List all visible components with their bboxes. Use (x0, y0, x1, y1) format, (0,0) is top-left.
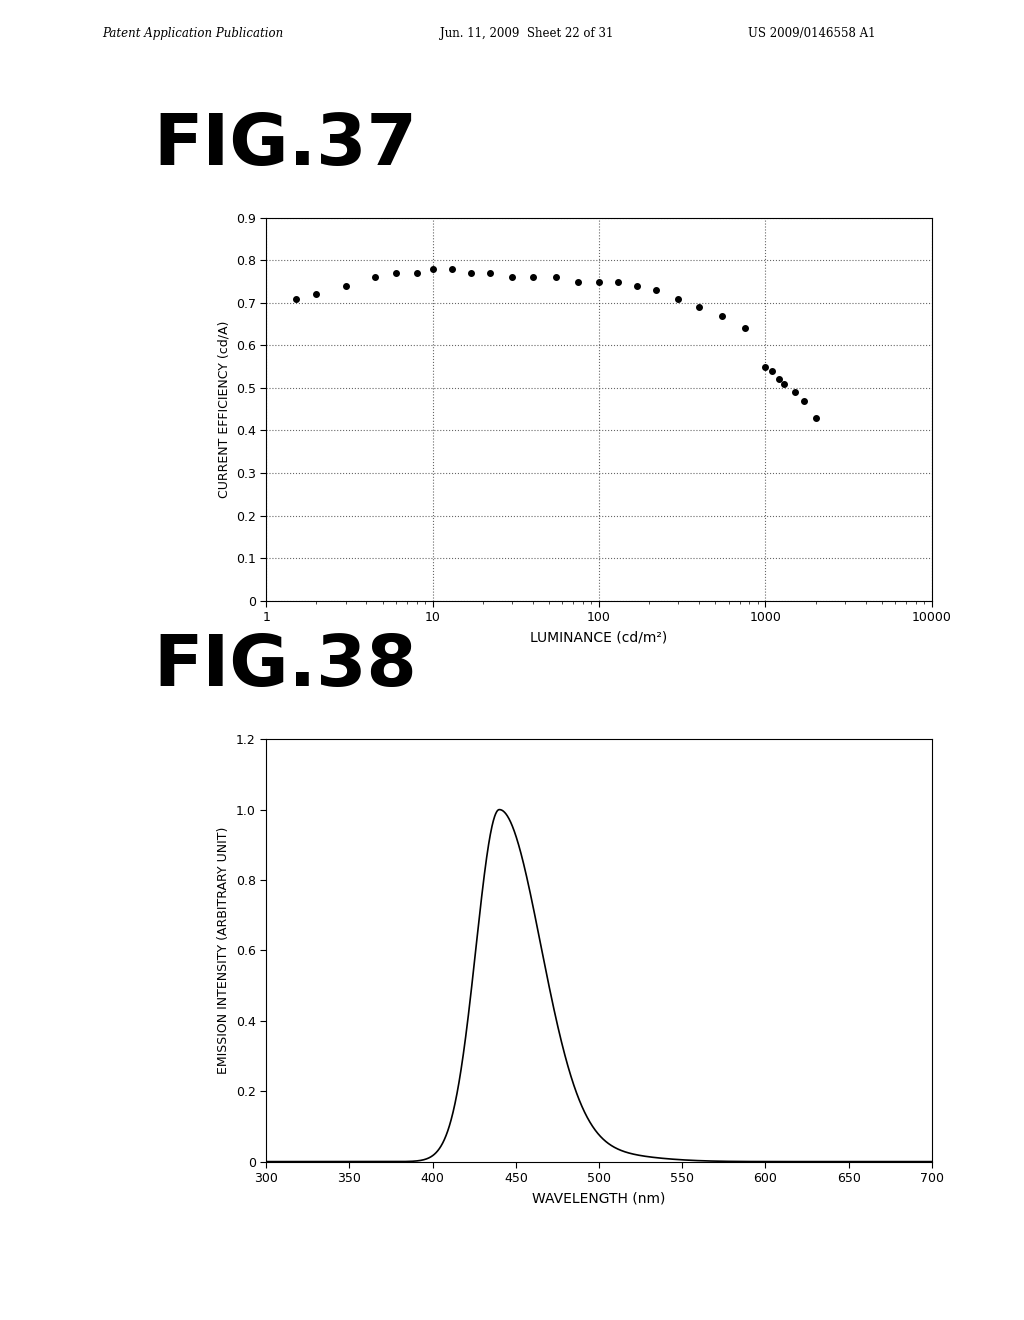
Text: FIG.37: FIG.37 (154, 111, 418, 180)
Y-axis label: CURRENT EFFICIENCY (cd/A): CURRENT EFFICIENCY (cd/A) (217, 321, 230, 498)
X-axis label: LUMINANCE (cd/m²): LUMINANCE (cd/m²) (530, 631, 668, 645)
Text: Jun. 11, 2009  Sheet 22 of 31: Jun. 11, 2009 Sheet 22 of 31 (440, 26, 613, 40)
Text: US 2009/0146558 A1: US 2009/0146558 A1 (748, 26, 876, 40)
Text: FIG.38: FIG.38 (154, 632, 418, 701)
X-axis label: WAVELENGTH (nm): WAVELENGTH (nm) (532, 1192, 666, 1206)
Y-axis label: EMISSION INTENSITY (ARBITRARY UNIT): EMISSION INTENSITY (ARBITRARY UNIT) (217, 826, 230, 1074)
Text: Patent Application Publication: Patent Application Publication (102, 26, 284, 40)
